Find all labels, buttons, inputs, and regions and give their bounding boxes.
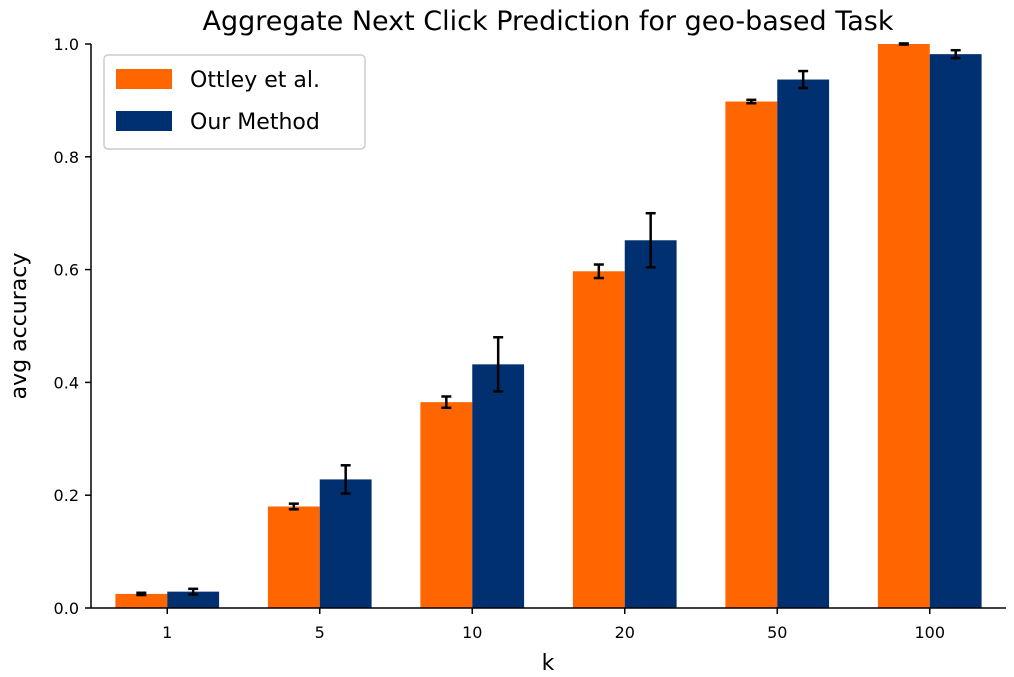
bar-ottley-k100 [877,44,930,608]
y-tick-label: 1.0 [54,35,79,54]
y-tick-label: 0.4 [54,373,79,392]
bars-layer [115,44,982,609]
y-tick-label: 0.6 [54,261,79,280]
x-tick-label: 100 [914,623,945,642]
x-ticks: 1 5 10 20 50 100 [162,608,945,642]
bar-ottley-k10 [420,402,473,608]
chart-title: Aggregate Next Click Prediction for geo-… [202,6,893,37]
legend-swatch-our-method [116,111,172,131]
bar-our-method-k5 [319,479,372,608]
y-tick-label: 0.0 [54,599,79,618]
x-tick-label: 10 [462,623,482,642]
y-axis-title: avg accuracy [7,253,32,400]
x-tick-label: 5 [315,623,325,642]
bar-our-method-k1 [167,591,220,608]
bar-our-method-k20 [624,240,677,608]
x-tick-label: 1 [162,623,172,642]
bar-our-method-k100 [929,54,982,609]
legend-label-ottley: Ottley et al. [190,68,320,93]
x-axis-title: k [542,651,555,676]
error-bars-layer [136,42,961,597]
y-tick-label: 0.8 [54,148,79,167]
bar-ottley-k5 [267,506,320,608]
x-tick-label: 20 [615,623,635,642]
y-ticks: 0.0 0.2 0.4 0.6 0.8 1.0 [54,35,91,618]
legend: Ottley et al. Our Method [103,54,366,150]
bar-ottley-k20 [572,271,625,608]
bar-ottley-k1 [115,593,168,608]
bar-our-method-k50 [777,79,830,609]
x-tick-label: 50 [767,623,787,642]
legend-swatch-ottley [116,69,172,89]
y-tick-label: 0.2 [54,486,79,505]
legend-label-our-method: Our Method [190,110,320,135]
bar-our-method-k10 [472,364,525,608]
bar-ottley-k50 [725,101,778,608]
